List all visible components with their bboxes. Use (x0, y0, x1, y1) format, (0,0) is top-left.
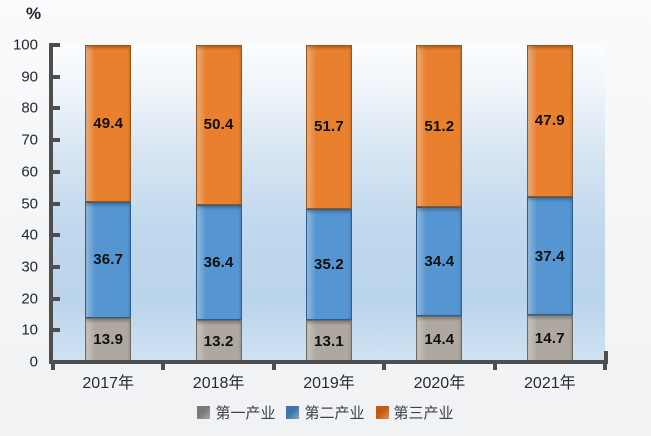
y-tick-mark (53, 264, 60, 269)
x-axis-tick-marks (51, 364, 607, 371)
y-tick-mark (53, 201, 60, 206)
data-label: 49.4 (93, 114, 124, 132)
data-label: 36.4 (203, 253, 234, 271)
y-axis-line (49, 43, 53, 364)
legend-item-第三产业: 第三产业 (375, 402, 454, 423)
data-label: 51.2 (424, 117, 455, 135)
bar-segment-第三产业: 51.7 (305, 45, 352, 209)
x-category-label: 2019年 (303, 375, 355, 392)
y-tick-label: 50 (21, 195, 38, 212)
x-category-label: 2017年 (82, 375, 134, 392)
data-label: 34.4 (424, 253, 455, 271)
y-tick-label: 60 (21, 163, 38, 181)
y-tick-mark (53, 233, 60, 238)
bar-segment-第一产业: 14.4 (416, 316, 463, 362)
y-tick-label: 100 (12, 36, 38, 54)
data-label: 13.1 (313, 332, 344, 350)
bar-segment-第一产业: 13.1 (305, 320, 352, 362)
data-label: 35.2 (313, 256, 344, 274)
data-label: 13.2 (203, 332, 234, 350)
y-axis-unit-label: % (26, 4, 42, 23)
y-tick-mark (53, 328, 60, 333)
bars-layer: 13.9 36.7 49.4 13.2 36.4 50.4 13.1 35.2 51.7 14.4… (53, 45, 605, 362)
legend-label: 第三产业 (393, 405, 454, 422)
legend-item-第二产业: 第二产业 (286, 402, 365, 423)
bar-segment-第一产业: 13.2 (195, 320, 242, 362)
y-tick-label: 70 (21, 131, 38, 149)
bar-segment-第三产业: 49.4 (85, 45, 132, 202)
data-label: 47.9 (534, 112, 565, 130)
legend-label: 第二产业 (304, 405, 365, 422)
x-category-label: 2020年 (413, 375, 466, 392)
y-tick-label: 0 (29, 353, 38, 371)
bar-segment-第二产业: 34.4 (416, 207, 463, 317)
y-tick-label: 80 (21, 99, 38, 117)
bar-segment-第一产业: 14.7 (526, 315, 573, 362)
legend-label: 第一产业 (215, 405, 276, 422)
bar-segment-第二产业: 36.4 (195, 204, 242, 321)
y-tick-label: 10 (21, 321, 38, 339)
y-tick-label: 20 (21, 290, 38, 308)
legend-swatch-icon (286, 406, 300, 419)
y-tick-mark (53, 169, 60, 174)
bar-segment-第三产业: 50.4 (195, 45, 242, 205)
x-axis-line (49, 360, 608, 364)
x-category-label: 2018年 (192, 375, 245, 392)
x-axis-end-cap (604, 351, 608, 361)
data-label: 14.7 (534, 330, 565, 348)
bar-segment-第二产业: 35.2 (305, 208, 352, 321)
legend-swatch-icon (197, 406, 211, 419)
bar-segment-第三产业: 47.9 (526, 45, 573, 197)
x-tick-mark (492, 364, 497, 370)
stacked-bar-2019年: 13.1 35.2 51.7 (305, 45, 352, 362)
bar-segment-第二产业: 37.4 (526, 196, 573, 316)
x-tick-mark (161, 364, 166, 370)
data-label: 50.4 (203, 116, 234, 134)
bar-segment-第二产业: 36.7 (85, 201, 132, 318)
y-tick-mark (53, 106, 60, 111)
y-tick-mark (53, 74, 60, 79)
legend-item-第一产业: 第一产业 (197, 402, 275, 423)
x-tick-mark (51, 364, 55, 370)
stacked-bar-2018年: 13.2 36.4 50.4 (195, 45, 242, 362)
bar-segment-第三产业: 51.2 (416, 45, 463, 208)
y-tick-mark (53, 43, 60, 47)
bar-segment-第一产业: 13.9 (85, 317, 132, 362)
data-label: 37.4 (534, 247, 565, 265)
x-tick-mark (271, 364, 276, 370)
data-label: 36.7 (93, 251, 124, 269)
data-label: 13.9 (93, 331, 124, 349)
x-tick-mark (382, 364, 387, 370)
data-label: 14.4 (424, 330, 455, 348)
legend-swatch-icon (375, 406, 389, 419)
y-tick-mark (53, 296, 60, 301)
y-tick-label: 40 (21, 226, 38, 244)
x-tick-mark (603, 364, 607, 370)
stacked-bar-2021年: 14.7 37.4 47.9 (526, 45, 573, 362)
data-label: 51.7 (313, 118, 344, 136)
x-category-label: 2021年 (524, 375, 576, 392)
y-tick-label: 30 (21, 258, 38, 276)
y-axis-labels: 0 10 20 30 40 50 60 70 80 90 100 (4, 38, 44, 370)
stacked-bar-2020年: 14.4 34.4 51.2 (416, 45, 463, 362)
y-tick-mark (53, 138, 60, 143)
legend: 第一产业 第二产业 第三产业 (0, 402, 651, 423)
x-axis-labels: 2017年 2018年 2019年 2020年 2021年 (53, 369, 605, 393)
stacked-bar-2017年: 13.9 36.7 49.4 (85, 45, 132, 362)
y-tick-label: 90 (21, 68, 38, 86)
